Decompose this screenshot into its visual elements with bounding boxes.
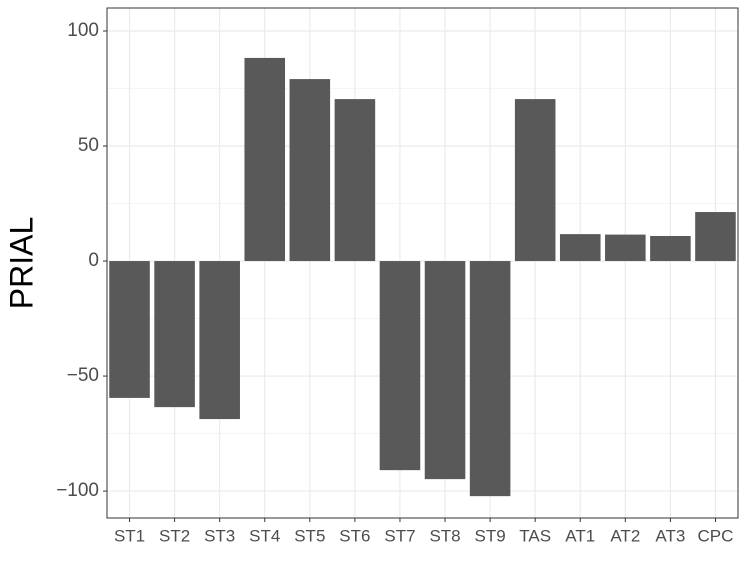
x-tick-label: AT1 [565, 526, 595, 545]
bar [289, 79, 331, 262]
y-axis-label: PRIAL [3, 217, 39, 309]
y-tick-label: −100 [56, 480, 99, 501]
y-tick-label: 100 [67, 20, 99, 41]
x-tick-label: AT2 [610, 526, 640, 545]
x-tick-label: ST9 [475, 526, 506, 545]
x-tick-label: ST7 [384, 526, 415, 545]
x-tick-label: AT3 [655, 526, 685, 545]
x-tick-label: CPC [698, 526, 734, 545]
bar [199, 261, 240, 420]
bar [379, 261, 421, 471]
x-tick-label: ST2 [159, 526, 190, 545]
bar [109, 261, 150, 398]
x-tick-label: ST3 [204, 526, 235, 545]
y-tick-label: 0 [88, 250, 99, 271]
panel-border [106, 7, 739, 519]
bar [559, 234, 601, 262]
bar [424, 261, 466, 480]
x-tick-label: ST6 [339, 526, 370, 545]
x-tick-label: TAS [519, 526, 551, 545]
y-tick-label: 50 [78, 135, 99, 156]
x-tick-label: ST1 [114, 526, 145, 545]
y-tick-label: −50 [67, 365, 99, 386]
bar [154, 261, 195, 408]
bar [469, 261, 511, 497]
bar [334, 99, 376, 262]
bar [695, 212, 736, 262]
bar [605, 234, 646, 262]
x-tick-label: ST4 [249, 526, 280, 545]
bar [650, 235, 691, 262]
x-tick-label: ST8 [429, 526, 460, 545]
bar [514, 99, 556, 262]
bar [244, 57, 286, 262]
x-tick-label: ST5 [294, 526, 325, 545]
